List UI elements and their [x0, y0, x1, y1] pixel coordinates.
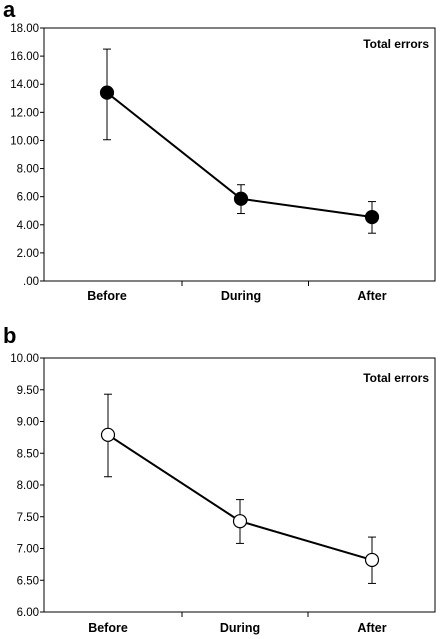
panel-a-data-point — [364, 209, 380, 225]
panel-b-data-point — [232, 514, 248, 529]
panel-b-y-tick-label: 6.00 — [17, 607, 39, 619]
panel-a-y-axis: .00 2.00 4.00 6.00 8.00 10.00 12.00 14.00 16.00 1… — [10, 23, 44, 288]
panel-b-y-tick-label: 9.00 — [17, 417, 39, 429]
panel-a-y-tick-label: .00 — [23, 276, 39, 288]
panel-a-y-tick-label: 12.00 — [10, 107, 39, 119]
panel-a-marks — [99, 48, 380, 234]
panel-a-y-tick-label: 8.00 — [17, 164, 39, 176]
panel-a-y-tick-label: 2.00 — [17, 248, 39, 260]
panel-b-x-tick-label: Before — [88, 621, 128, 635]
panel-a-plot-frame — [43, 27, 436, 282]
panel-a-y-tick-label: 14.00 — [10, 79, 39, 91]
panel-b-y-axis: 6.00 6.50 7.00 7.50 8.00 8.50 9.00 9.50 10.00 — [10, 353, 44, 619]
panel-a-x-axis: Before During After — [87, 281, 387, 303]
panel-a-y-tick-label: 4.00 — [17, 220, 39, 232]
panel-a-x-tick-label: After — [357, 289, 386, 303]
panel-b-x-tick-label: During — [220, 621, 260, 635]
panel-b-y-tick-label: 10.00 — [10, 353, 39, 365]
panel-b-letter: b — [3, 323, 16, 348]
panel-b-y-tick-label: 8.00 — [17, 480, 39, 492]
panel-b-data-point — [100, 427, 116, 442]
panel-a-data-point — [233, 191, 249, 206]
panel-b-plot-frame — [43, 357, 436, 613]
panel-a-data-point — [99, 85, 115, 100]
panel-a-y-tick-label: 18.00 — [10, 23, 39, 35]
panel-a-y-tick-label: 16.00 — [10, 51, 39, 63]
panel-a: a Total errors .00 2.00 4.00 6.00 8.00 10.00 1… — [3, 0, 436, 303]
panel-a-annotation: Total errors — [363, 37, 429, 51]
panel-b-y-tick-label: 8.50 — [17, 448, 39, 460]
panel-b-y-tick-label: 6.50 — [17, 575, 39, 587]
panel-a-x-tick-label: Before — [87, 289, 127, 303]
panel-b-x-axis: Before During After — [88, 612, 387, 635]
panel-a-y-tick-label: 6.00 — [17, 192, 39, 204]
panel-a-x-tick-label: During — [221, 289, 261, 303]
panel-b: b Total errors 6.00 6.50 7.00 7.50 8.00 8.50 9… — [3, 323, 436, 635]
panel-b-x-tick-label: After — [357, 621, 386, 635]
panel-b-annotation: Total errors — [363, 371, 429, 385]
panel-a-y-tick-label: 10.00 — [10, 135, 39, 147]
panel-b-y-tick-label: 7.00 — [17, 544, 39, 556]
panel-a-letter: a — [3, 0, 16, 22]
panel-b-y-tick-label: 9.50 — [17, 385, 39, 397]
panel-b-y-tick-label: 7.50 — [17, 512, 39, 524]
panel-b-data-point — [364, 552, 380, 568]
panel-b-marks — [100, 393, 380, 584]
